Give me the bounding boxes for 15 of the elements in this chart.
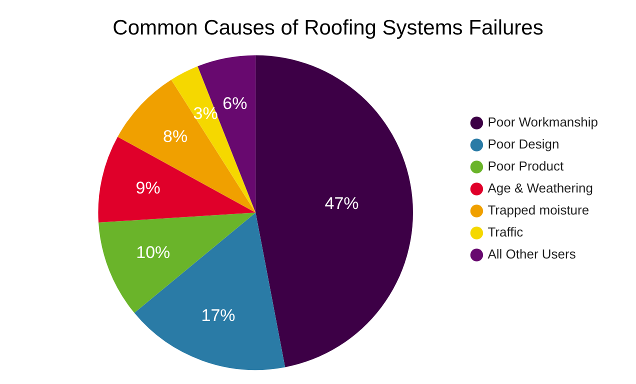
data-label: 9% bbox=[136, 178, 160, 198]
data-label: 3% bbox=[193, 104, 218, 124]
legend-label: Trapped moisture bbox=[488, 202, 590, 218]
data-label: 17% bbox=[201, 306, 236, 325]
legend-label: Age & Weathering bbox=[488, 180, 593, 196]
data-label: 8% bbox=[162, 126, 188, 146]
legend-label: Poor Design bbox=[488, 136, 560, 152]
data-label: 47% bbox=[324, 194, 359, 214]
chart-title: Common Causes of Roofing Systems Failures bbox=[112, 16, 544, 40]
legend-label: Traffic bbox=[488, 224, 524, 240]
data-label: 6% bbox=[222, 94, 248, 114]
legend-label: Poor Workmanship bbox=[488, 114, 598, 130]
data-label: 10% bbox=[136, 242, 170, 262]
legend-label: Poor Product bbox=[488, 158, 564, 174]
legend-label: All Other Users bbox=[488, 246, 576, 262]
